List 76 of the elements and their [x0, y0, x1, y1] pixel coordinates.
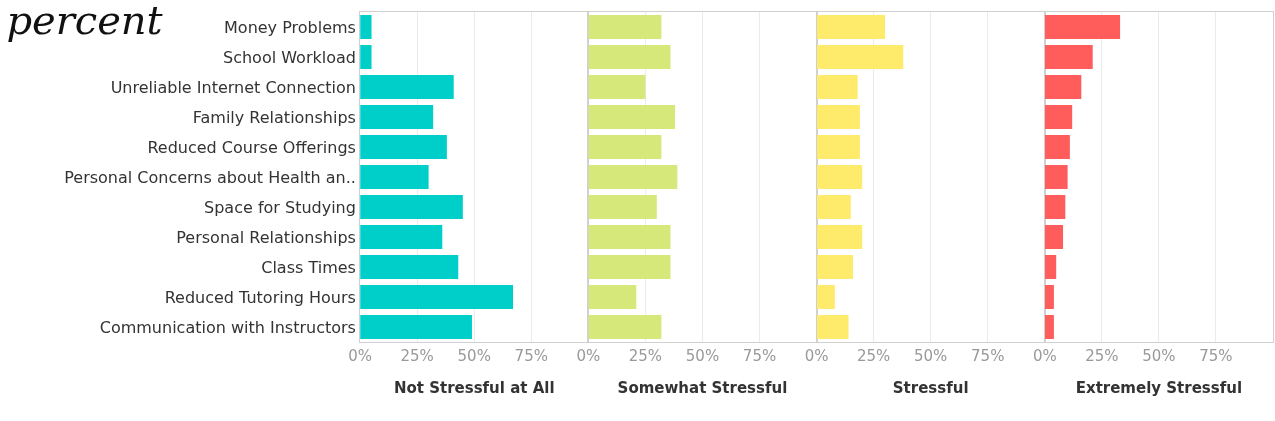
bar [360, 225, 443, 249]
bar [1044, 285, 1054, 309]
x-tick-label: 75% [971, 347, 1005, 365]
y-tick-label: Reduced Tutoring Hours [164, 287, 356, 307]
x-tick-label: 0% [348, 347, 373, 365]
bar [1044, 105, 1073, 129]
bar [360, 15, 372, 39]
bar [1044, 75, 1082, 99]
bar [588, 45, 671, 69]
bar [588, 285, 637, 309]
bar [816, 225, 863, 249]
x-tick-label: 75% [1199, 347, 1233, 365]
chart-title: percent [6, 0, 164, 44]
bar [588, 195, 657, 219]
bar [816, 315, 849, 339]
bar [588, 75, 646, 99]
x-axis-title: Stressful [892, 379, 969, 397]
x-tick-label: 50% [1142, 347, 1176, 365]
bar [1044, 165, 1068, 189]
bar [1044, 45, 1093, 69]
x-tick-label: 25% [628, 347, 663, 365]
x-tick-label: 50% [685, 347, 720, 365]
y-tick-label: Class Times [261, 257, 356, 277]
bar [360, 195, 463, 219]
y-tick-label: Unreliable Internet Connection [110, 77, 356, 97]
x-tick-label: 50% [457, 347, 491, 365]
x-axis-title: Somewhat Stressful [617, 379, 788, 397]
bar [816, 165, 863, 189]
bar [588, 15, 662, 39]
bar [816, 135, 860, 159]
y-tick-label: Communication with Instructors [99, 317, 356, 337]
x-tick-label: 75% [742, 347, 777, 365]
bar [816, 15, 886, 39]
bar [1044, 135, 1070, 159]
bar [1044, 15, 1121, 39]
bar [816, 285, 835, 309]
y-tick-label: Space for Studying [204, 197, 356, 217]
y-tick-label: Family Relationships [192, 107, 356, 127]
bar [360, 135, 447, 159]
y-tick-label: Money Problems [224, 17, 356, 37]
bar [816, 75, 858, 99]
bar [360, 105, 434, 129]
bar [588, 255, 671, 279]
x-tick-label: 0% [1032, 347, 1057, 365]
x-axis-title: Not Stressful at All [393, 379, 555, 397]
y-tick-label: Personal Relationships [176, 227, 356, 247]
bar [816, 255, 854, 279]
bar [1044, 255, 1057, 279]
bar [588, 315, 662, 339]
bar [1044, 225, 1064, 249]
x-tick-label: 25% [856, 347, 891, 365]
bar [588, 225, 671, 249]
x-tick-label: 25% [400, 347, 434, 365]
bar [588, 135, 662, 159]
bar [816, 105, 860, 129]
bar [588, 105, 676, 129]
bar [1044, 315, 1054, 339]
bar [360, 75, 454, 99]
bar [360, 285, 514, 309]
bar [588, 165, 678, 189]
x-tick-label: 0% [576, 347, 601, 365]
y-tick-label: Personal Concerns about Health an.. [64, 167, 356, 187]
bar [360, 315, 472, 339]
bar [816, 45, 904, 69]
bar [360, 255, 459, 279]
x-tick-label: 75% [514, 347, 548, 365]
bar [360, 45, 372, 69]
bar [816, 195, 851, 219]
x-tick-label: 25% [1085, 347, 1119, 365]
bar [1044, 195, 1066, 219]
x-tick-label: 50% [914, 347, 948, 365]
x-axis-title: Extremely Stressful [1075, 379, 1243, 397]
y-tick-label: Reduced Course Offerings [147, 137, 356, 157]
y-tick-label: School Workload [223, 47, 356, 67]
x-tick-label: 0% [804, 347, 829, 365]
bar [360, 165, 429, 189]
